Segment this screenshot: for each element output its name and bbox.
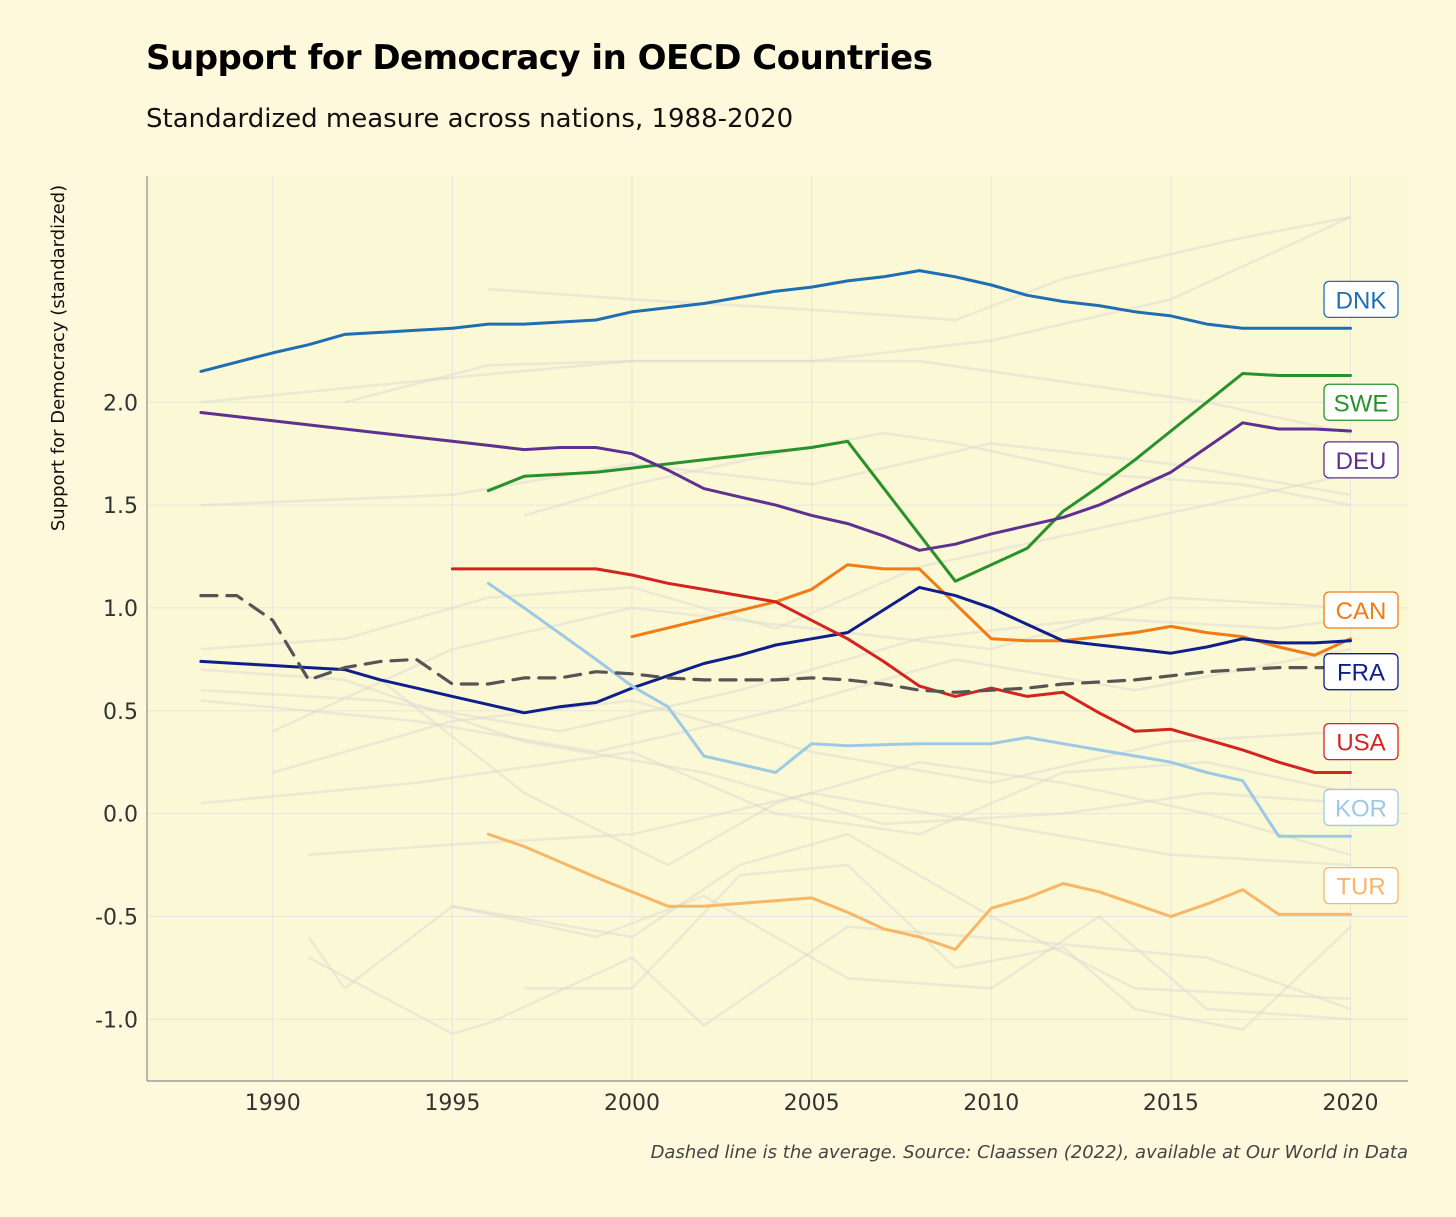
axes (146, 176, 1408, 1082)
background-series-line (200, 616, 1351, 733)
end-labels: DNK SWE DEU CAN FRA USA KOR TUR (1323, 280, 1399, 905)
series-line-dnk (199, 269, 1352, 373)
background-series-line (488, 215, 1351, 322)
background-series-line (307, 832, 1351, 1000)
y-axis-label: Support for Democracy (standardized) (48, 185, 69, 531)
end-label-box-swe (1323, 383, 1399, 421)
background-series-line (452, 894, 1351, 1021)
x-tick-label: 2020 (1323, 1091, 1379, 1116)
end-label-box-usa (1323, 722, 1399, 761)
tick-labels: -1.0 -0.5 0.0 0.5 1.0 1.5 2.0 1990 1995 2000 2005 2… (95, 391, 1378, 1116)
background-series-line (523, 431, 1351, 517)
end-label-deu: DEU (1336, 448, 1387, 475)
background-series-line (200, 750, 1351, 836)
end-label-box-fra (1323, 653, 1399, 691)
background-series-line (308, 791, 1351, 867)
background-series-line (344, 359, 1351, 435)
x-tick-label: 1995 (424, 1091, 480, 1116)
background-series-line (308, 925, 1351, 1035)
end-label-usa: USA (1336, 730, 1385, 757)
y-tick-label: -1.0 (95, 1008, 138, 1033)
series-line-kor (486, 581, 1352, 838)
chart-subtitle: Standardized measure across nations, 198… (146, 104, 794, 134)
end-label-box-tur (1323, 866, 1399, 905)
source-caption: Dashed line is the average. Source: Claa… (650, 1142, 1408, 1163)
series-line-fra (199, 585, 1352, 715)
end-label-fra: FRA (1337, 660, 1385, 687)
y-tick-label: 0.5 (103, 700, 138, 725)
background-series-line (200, 472, 1351, 651)
series-line-tur (486, 832, 1352, 951)
background-series-line (272, 699, 1351, 785)
background-country-lines (200, 215, 1352, 1035)
background-series-line (200, 647, 1351, 754)
chart-title: Support for Democracy in OECD Countries (146, 38, 933, 78)
plot-panel (147, 176, 1408, 1081)
y-tick-label: 2.0 (103, 391, 138, 416)
background-series-line (200, 442, 1351, 507)
grid (147, 176, 1408, 1081)
x-tick-label: 2000 (604, 1091, 660, 1116)
end-label-swe: SWE (1334, 390, 1389, 417)
end-label-box-kor (1323, 788, 1399, 827)
series-lines (199, 269, 1353, 951)
background-series-line (379, 678, 1351, 867)
background-series-line (524, 863, 1352, 1031)
series-line-average (199, 593, 1353, 694)
series-line-usa (450, 567, 1352, 774)
y-tick-label: 1.0 (103, 597, 138, 622)
end-label-box-deu (1323, 441, 1399, 479)
end-label-can: CAN (1336, 598, 1387, 625)
series-line-deu (199, 411, 1352, 552)
end-label-box-dnk (1323, 280, 1399, 319)
end-label-kor: KOR (1335, 795, 1387, 822)
series-line-swe (486, 372, 1352, 583)
x-tick-label: 2010 (963, 1091, 1019, 1116)
y-tick-label: 0.0 (103, 803, 138, 828)
background-series-line (200, 215, 1352, 404)
end-label-dnk: DNK (1336, 287, 1387, 314)
y-tick-label: 1.5 (103, 494, 138, 519)
background-series-line (200, 668, 1351, 826)
end-label-tur: TUR (1336, 874, 1385, 901)
x-tick-label: 2005 (784, 1091, 840, 1116)
x-tick-label: 1990 (245, 1091, 301, 1116)
x-tick-label: 2015 (1143, 1091, 1199, 1116)
end-label-box-can (1323, 591, 1399, 629)
background-series-line (272, 596, 1351, 733)
y-tick-label: -0.5 (95, 905, 138, 930)
